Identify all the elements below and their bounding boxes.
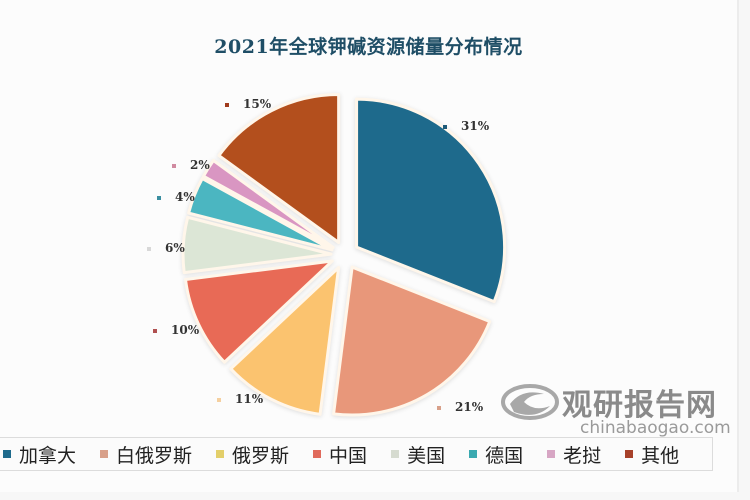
pie-slice-6[interactable] — [201, 159, 335, 249]
label-text: 4% — [175, 190, 195, 204]
label-marker-icon — [147, 246, 151, 251]
data-label-5: 4% — [157, 190, 195, 204]
legend-item-germany[interactable]: 德国 — [469, 441, 523, 468]
legend-item-canada[interactable]: 加拿大 — [3, 441, 76, 468]
legend: 加拿大 白俄罗斯 俄罗斯 中国 美国 德国 老挝 其他 — [0, 437, 713, 471]
legend-swatch — [547, 450, 556, 458]
legend-label: 德国 — [485, 444, 524, 467]
legend-swatch — [391, 450, 400, 458]
data-label-4: 6% — [147, 241, 185, 255]
label-marker-icon — [157, 195, 161, 200]
label-marker-icon — [217, 397, 221, 402]
data-label-2: 11% — [217, 392, 263, 406]
pie-slice-2[interactable] — [229, 265, 341, 416]
legend-swatch — [216, 450, 225, 458]
label-text: 10% — [171, 323, 200, 337]
legend-label: 美国 — [407, 444, 446, 467]
legend-item-other[interactable]: 其他 — [625, 441, 679, 468]
label-text: 6% — [165, 241, 185, 255]
legend-label: 白俄罗斯 — [116, 444, 193, 467]
pie-slice-0[interactable] — [355, 97, 507, 304]
watermark-url: chinabaogao.com — [580, 418, 731, 438]
data-label-7: 15% — [225, 97, 271, 111]
data-label-6: 2% — [172, 158, 210, 172]
watermark: 观研报告网 chinabaogao.com — [500, 378, 731, 438]
legend-swatch — [3, 450, 11, 458]
label-marker-icon — [153, 328, 157, 333]
label-text: 15% — [243, 97, 272, 111]
label-text: 21% — [455, 400, 484, 414]
legend-item-belarus[interactable]: 白俄罗斯 — [100, 441, 192, 468]
label-marker-icon — [437, 405, 441, 410]
data-label-0: 31% — [443, 119, 489, 133]
legend-label: 中国 — [329, 444, 368, 467]
legend-swatch — [313, 450, 322, 458]
legend-item-laos[interactable]: 老挝 — [547, 441, 601, 468]
label-marker-icon — [225, 102, 229, 107]
pie-slice-5[interactable] — [187, 177, 334, 252]
pie-slice-3[interactable] — [183, 259, 334, 364]
legend-item-usa[interactable]: 美国 — [391, 441, 445, 468]
legend-label: 俄罗斯 — [232, 444, 290, 467]
legend-label: 老挝 — [563, 444, 602, 467]
watermark-name: 观研报告网 — [562, 388, 717, 423]
legend-item-china[interactable]: 中国 — [313, 441, 367, 468]
legend-swatch — [100, 450, 109, 458]
legend-swatch — [625, 450, 634, 458]
watermark-logo-icon — [501, 384, 559, 420]
legend-label: 其他 — [641, 444, 680, 467]
label-text: 2% — [190, 158, 210, 172]
legend-label: 加拿大 — [19, 444, 77, 467]
legend-swatch — [469, 450, 478, 458]
chart-title: 2021年全球钾碱资源储量分布情况 — [214, 36, 523, 58]
data-label-1: 21% — [437, 400, 483, 414]
pie-slice-7[interactable] — [217, 93, 341, 245]
label-marker-icon — [443, 124, 447, 129]
pie-slice-4[interactable] — [181, 215, 333, 275]
label-text: 11% — [235, 392, 264, 406]
pie-slice-1[interactable] — [332, 265, 492, 417]
label-marker-icon — [172, 163, 176, 168]
label-text: 31% — [461, 119, 490, 133]
data-label-3: 10% — [153, 323, 199, 337]
legend-item-russia[interactable]: 俄罗斯 — [216, 441, 289, 468]
